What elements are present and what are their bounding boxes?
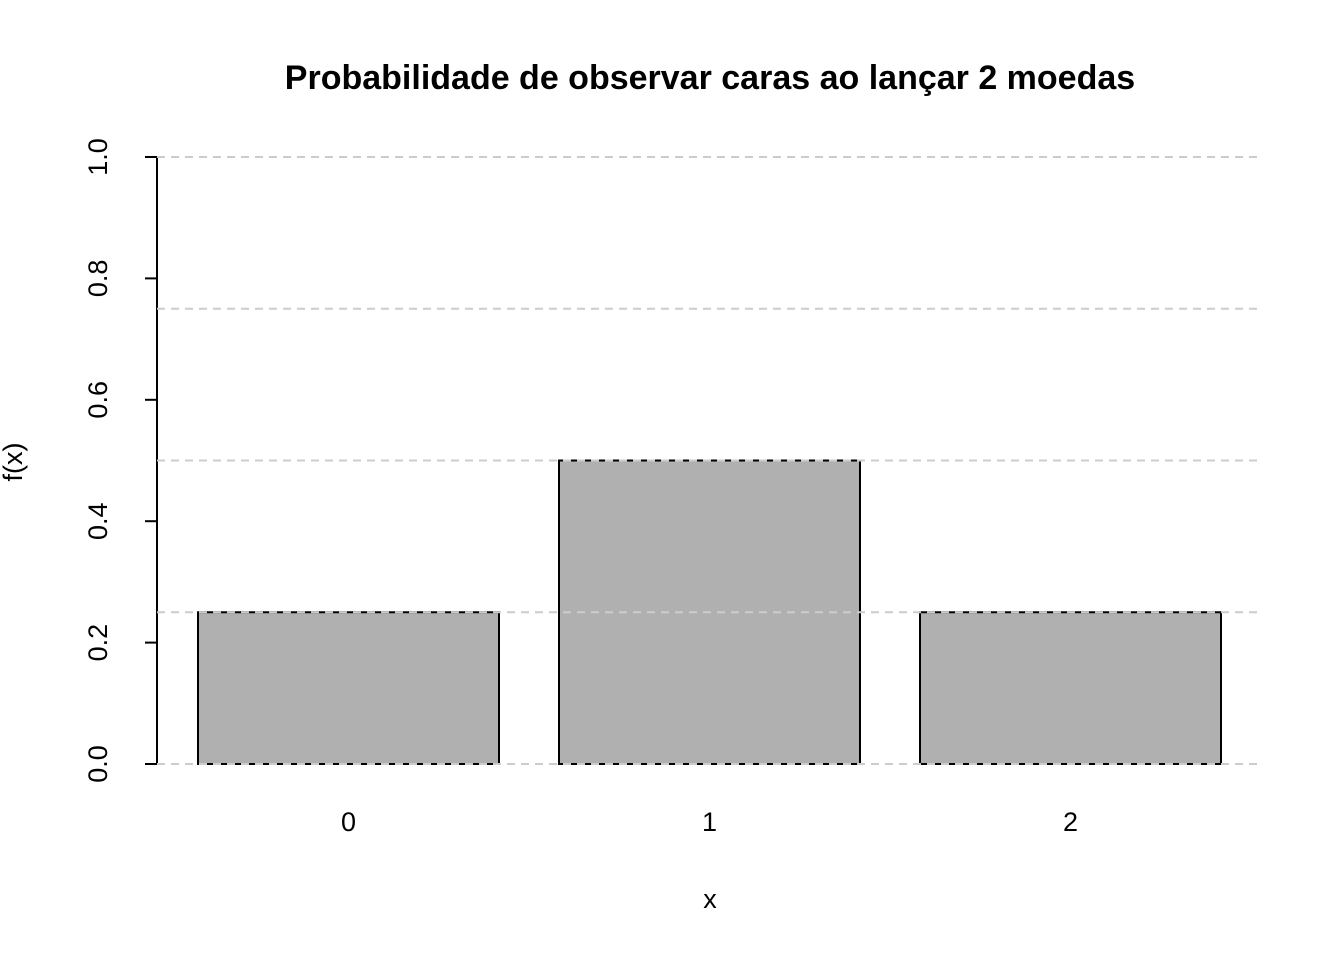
y-tick-label: 0.0 [83, 745, 113, 783]
x-tick-label: 0 [341, 807, 356, 837]
y-tick-label: 1.0 [83, 138, 113, 176]
y-tick-label: 0.2 [83, 624, 113, 662]
x-tick-label: 2 [1063, 807, 1078, 837]
x-axis-label: x [703, 884, 717, 914]
x-tick-label: 1 [702, 807, 717, 837]
bar [197, 611, 500, 765]
bar [919, 611, 1222, 765]
chart-title: Probabilidade de observar caras ao lança… [285, 59, 1135, 97]
y-tick-label: 0.8 [83, 260, 113, 298]
y-tick-label: 0.4 [83, 502, 113, 540]
y-tick-label: 0.6 [83, 381, 113, 419]
y-axis-label: f(x) [0, 443, 28, 482]
